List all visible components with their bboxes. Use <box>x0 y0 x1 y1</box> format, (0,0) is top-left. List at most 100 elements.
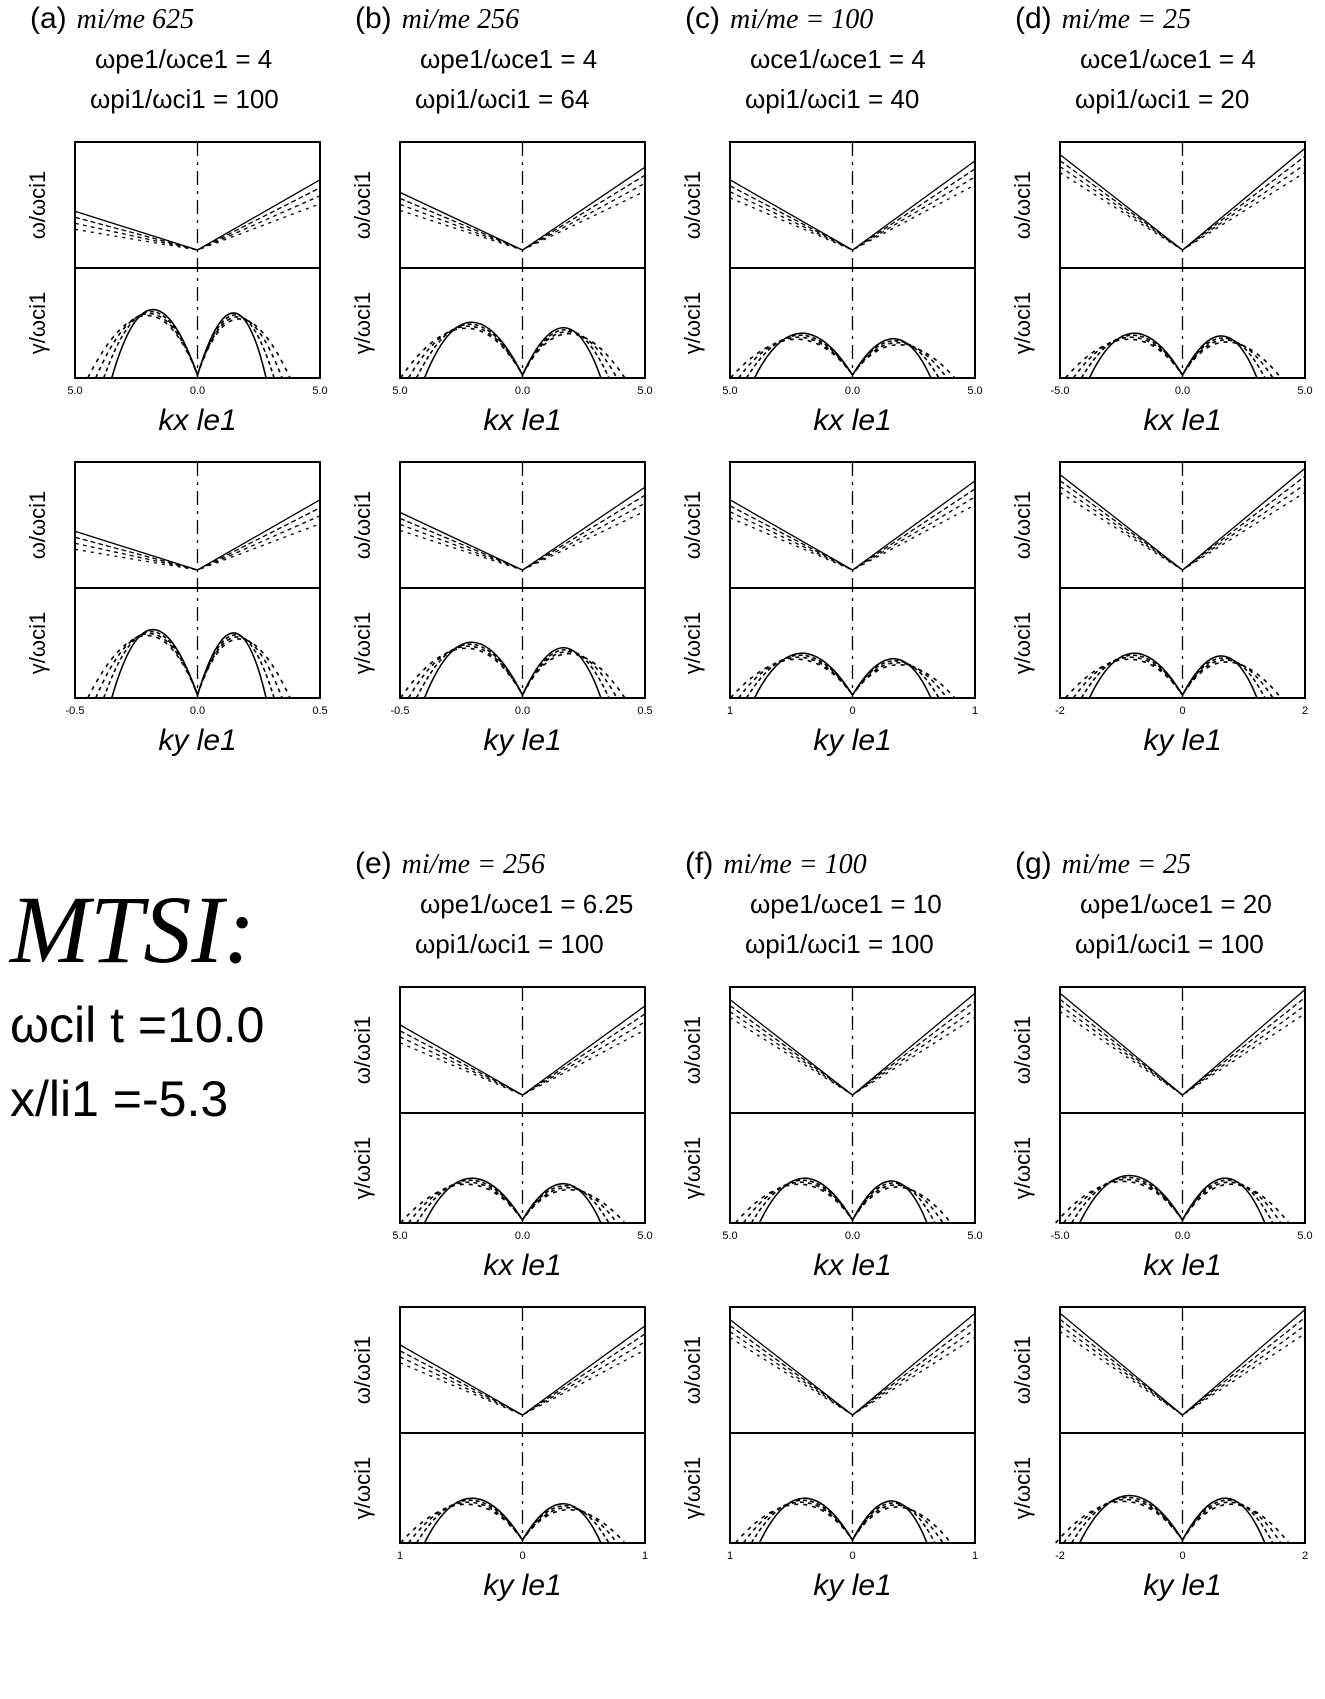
gamma-series <box>729 338 956 379</box>
x-tick-label: 0.0 <box>1175 1230 1190 1242</box>
curve-group <box>74 499 321 571</box>
panel-g: (g) mi/me = 25 ωpe1/ωce1 = 20 ωpi1/ωci1 = 1… <box>1010 845 1325 1685</box>
curve-group <box>399 1325 646 1416</box>
x-tick-label: 5.0 <box>967 385 982 397</box>
omega-axis-label: ω/ωci1 <box>350 1016 375 1085</box>
x-tick-label: 0.5 <box>312 705 327 717</box>
axes-frame <box>399 461 646 699</box>
gamma-axis-label: γ/ωci1 <box>350 1137 375 1199</box>
omega-series <box>1059 171 1306 251</box>
x-axis-label: ky le1 <box>1143 1569 1221 1602</box>
omega-axis-label: ω/ωci1 <box>680 1016 705 1085</box>
curve-group <box>1059 989 1306 1096</box>
gamma-series <box>737 656 948 699</box>
gamma-curves <box>1054 1494 1290 1544</box>
gamma-axis-label: γ/ωci1 <box>350 292 375 354</box>
gamma-series <box>399 647 626 699</box>
x-tick-label: 1 <box>972 705 978 717</box>
omega-series <box>1059 1010 1306 1096</box>
x-axis-label: ky le1 <box>813 1569 891 1602</box>
omega-axis-label: ω/ωci1 <box>680 491 705 560</box>
x-tick-label: -2 <box>1055 705 1065 717</box>
gamma-axis-label: γ/ωci1 <box>680 612 705 674</box>
frequency-ratio-1: ωpe1/ωce1 = 10 <box>750 889 942 919</box>
x-tick-label: 0.0 <box>515 385 530 397</box>
panel-header: (a) mi/me 625 ωpe1/ωce1 = 4 ωpi1/ωci1 = 100 <box>30 2 330 132</box>
frequency-ratio-2: ωpi1/ωci1 = 100 <box>415 929 604 959</box>
x-tick-label: -0.5 <box>391 705 410 717</box>
axes-frame <box>1059 1306 1306 1544</box>
omega-axis-label: ω/ωci1 <box>1010 1336 1035 1405</box>
gamma-series <box>415 323 610 379</box>
omega-series <box>729 1000 976 1096</box>
x-tick-label: -5.0 <box>1051 385 1070 397</box>
omega-series <box>1059 997 1306 1096</box>
gamma-series <box>745 654 940 699</box>
ky-plot: ω/ωci1 γ/ωci1 -2 0 2 ky le1 <box>1010 461 1308 757</box>
gamma-series <box>95 312 283 379</box>
x-tick-label: 0.0 <box>515 1230 530 1242</box>
omega-axis-label: ω/ωci1 <box>350 171 375 240</box>
omega-series <box>1059 475 1306 571</box>
gamma-series <box>415 643 610 699</box>
omega-series <box>1059 155 1306 251</box>
position-value: x/li1 =-5.3 <box>10 1071 229 1127</box>
gamma-axis-label: γ/ωci1 <box>25 292 50 354</box>
x-tick-label: 5.0 <box>722 1230 737 1242</box>
x-tick-label: 1 <box>972 1550 978 1562</box>
gamma-series <box>407 1181 618 1224</box>
axes-frame <box>1059 141 1306 379</box>
x-tick-label: 0 <box>849 1550 855 1562</box>
x-tick-label: 0 <box>1179 1550 1185 1562</box>
gamma-series <box>407 325 618 379</box>
gamma-curves <box>87 308 291 379</box>
gamma-series <box>87 634 291 699</box>
gamma-series <box>399 327 626 379</box>
frequency-ratio-2: ωpi1/ωci1 = 20 <box>1075 84 1250 114</box>
axes-frame <box>729 986 976 1224</box>
omega-axis-label: ω/ωci1 <box>680 171 705 240</box>
omega-axis-label: ω/ωci1 <box>1010 1016 1035 1085</box>
omega-series <box>729 184 976 251</box>
frequency-ratio-2: ωpi1/ωci1 = 64 <box>415 84 590 114</box>
kx-plot: ω/ωci1 γ/ωci1 5.0 0.0 5.0 kx le1 <box>680 141 983 437</box>
omega-series <box>729 1328 976 1416</box>
gamma-series <box>737 336 948 379</box>
omega-series <box>1059 483 1306 571</box>
omega-series <box>399 510 646 571</box>
x-axis-label: kx le1 <box>813 404 891 437</box>
gamma-series <box>95 632 283 699</box>
omega-series <box>399 1349 646 1416</box>
panel-label-line: (c) mi/me = 100 <box>685 2 873 36</box>
omega-series <box>399 1029 646 1096</box>
omega-series <box>74 179 321 251</box>
panel-label-line: (a) mi/me 625 <box>30 2 194 36</box>
x-axis-label: kx le1 <box>158 404 236 437</box>
gamma-series <box>1062 1498 1282 1544</box>
omega-axis-label: ω/ωci1 <box>1010 171 1035 240</box>
x-tick-label: 0.0 <box>515 705 530 717</box>
gamma-series <box>1072 656 1274 699</box>
x-axis-label: ky le1 <box>483 1569 561 1602</box>
x-tick-label: 5.0 <box>392 1230 407 1242</box>
gamma-series <box>750 1499 936 1544</box>
panel-header: (c) mi/me = 100 ωce1/ωce1 = 4 ωpi1/ωci1 = 4… <box>685 2 985 132</box>
gamma-curves <box>87 628 291 699</box>
x-tick-label: -5.0 <box>1051 1230 1070 1242</box>
axes-frame <box>729 141 976 379</box>
omega-series <box>399 1333 646 1416</box>
x-tick-label: 0.0 <box>190 385 205 397</box>
omega-series <box>399 1013 646 1096</box>
gamma-curves <box>734 1177 952 1224</box>
frequency-ratio-1: ωpe1/ωce1 = 6.25 <box>420 889 634 919</box>
omega-series <box>729 1336 976 1416</box>
ky-plot: ω/ωci1 γ/ωci1 1 0 1 ky le1 <box>680 1306 978 1602</box>
gamma-axis-label: γ/ωci1 <box>1010 1457 1035 1519</box>
gamma-axis-label: γ/ωci1 <box>350 1457 375 1519</box>
curve-group <box>729 160 976 251</box>
gamma-series <box>1054 1180 1290 1224</box>
gamma-axis-label: γ/ωci1 <box>680 1457 705 1519</box>
panel-label: (a) <box>30 2 67 35</box>
gamma-series <box>750 1179 936 1224</box>
ky-plot: ω/ωci1 γ/ωci1 1 0 1 ky le1 <box>680 461 978 757</box>
